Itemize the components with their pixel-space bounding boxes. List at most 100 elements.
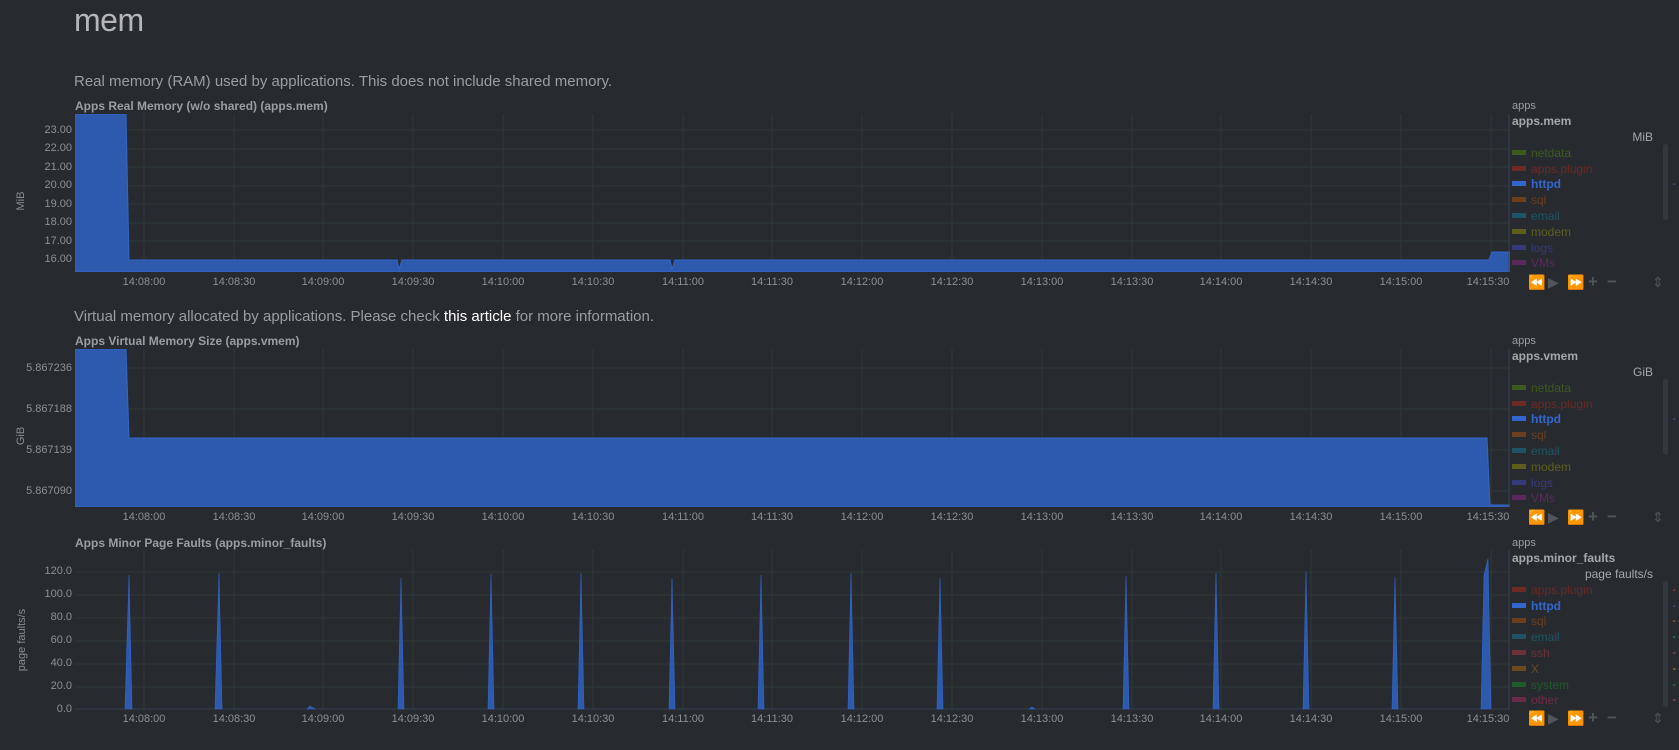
legend-item-sql[interactable]: sql - [1512,613,1676,629]
y-tick: 5.867139 [26,444,72,456]
rewind-icon[interactable]: ⏪ [1528,710,1546,726]
x-tick: 14:09:00 [301,713,345,725]
legend-item-email[interactable]: email [1512,443,1662,459]
article-link[interactable]: this article [443,308,512,325]
legend-item-netdata[interactable]: netdata [1512,145,1662,161]
zoom-in-icon[interactable]: + [1588,708,1598,727]
legend-scrollbar[interactable] [1663,581,1668,707]
y-tick: 20.0 [50,680,72,692]
fast-forward-icon[interactable]: ⏩ [1567,710,1585,726]
chart-legend: apps apps.minor_faults page faults/s app… [1511,537,1679,717]
color-swatch [1512,150,1526,156]
legend-label: system [1531,678,1570,692]
x-tick: 14:15:30 [1466,713,1510,725]
y-tick: 5.867090 [26,485,72,497]
color-swatch [1512,682,1526,688]
legend-units: page faults/s [1584,567,1653,581]
x-tick: 14:08:00 [122,276,166,288]
x-tick: 14:13:30 [1110,713,1154,725]
x-tick: 14:08:30 [212,511,256,523]
play-icon[interactable]: ▶ [1548,710,1559,726]
legend-item-logs[interactable]: logs [1512,475,1662,491]
color-swatch [1512,245,1526,251]
legend-item-system[interactable]: system - [1512,677,1676,693]
color-swatch [1512,697,1526,703]
legend-scrollbar[interactable] [1663,379,1668,455]
legend-item-httpd[interactable]: httpd - [1512,598,1676,614]
x-tick: 14:11:30 [750,511,793,523]
legend-item-apps-plugin[interactable]: apps.plugin [1512,161,1662,177]
x-tick: 14:12:30 [930,511,974,523]
x-tick: 14:12:30 [930,713,974,725]
description-text: for more information. [511,308,655,325]
x-tick: 14:13:00 [1020,511,1064,523]
y-tick: 19.00 [44,198,72,210]
legend-item-sql[interactable]: sql [1512,192,1662,208]
legend-item-x[interactable]: X- [1512,661,1676,677]
color-swatch [1512,587,1526,593]
zoom-out-icon[interactable]: − [1607,272,1617,291]
legend-label: apps.plugin [1531,162,1593,176]
zoom-out-icon[interactable]: − [1607,507,1617,526]
rewind-icon[interactable]: ⏪ [1528,274,1546,290]
color-swatch [1512,666,1526,672]
legend-item-httpd[interactable]: httpd - [1512,411,1676,427]
x-tick: 14:15:30 [1466,276,1510,288]
zoom-out-icon[interactable]: − [1607,708,1617,727]
x-tick: 14:13:30 [1110,511,1154,523]
rewind-icon[interactable]: ⏪ [1528,509,1546,525]
plot-area[interactable] [75,349,1510,507]
y-tick: 100.0 [44,588,72,600]
legend-item-apps-plugin[interactable]: apps.plugin [1512,396,1662,412]
y-tick: 5.867236 [26,362,72,374]
x-tick: 14:14:00 [1199,511,1243,523]
legend-item-ssh[interactable]: ssh - [1512,645,1676,661]
legend-item-other[interactable]: other - [1512,692,1676,708]
plot-area[interactable] [75,550,1510,710]
legend-value: - [1672,178,1676,190]
color-swatch [1512,618,1526,624]
page-title: mem [74,2,144,38]
legend-item-modem[interactable]: modem [1512,224,1662,240]
x-tick: 14:12:00 [840,511,884,523]
legend-item-vms[interactable]: VMs [1512,490,1662,506]
legend-item-modem[interactable]: modem [1512,459,1662,475]
legend-label: VMs [1531,256,1555,270]
fast-forward-icon[interactable]: ⏩ [1567,274,1585,290]
y-tick: 17.00 [44,235,72,247]
resize-handle-icon[interactable]: ⇕ [1652,274,1664,290]
legend-item-apps-plugin[interactable]: apps.plugin - [1512,582,1676,598]
play-icon[interactable]: ▶ [1548,274,1559,290]
resize-handle-icon[interactable]: ⇕ [1652,710,1664,726]
legend-item-email[interactable]: email - [1512,629,1676,645]
legend-label: logs [1531,241,1554,255]
color-swatch [1512,495,1526,501]
zoom-in-icon[interactable]: + [1588,507,1598,526]
legend-label: other [1531,693,1559,707]
plot-area[interactable] [75,114,1510,272]
legend-label: apps.plugin [1531,397,1593,411]
legend-value: - [1672,584,1676,596]
x-tick: 14:15:30 [1466,511,1510,523]
legend-item-sql[interactable]: sql [1512,427,1662,443]
chart-legend: apps apps.mem MiB netdata apps.plugin ht… [1511,100,1679,280]
x-tick: 14:09:30 [391,276,435,288]
legend-item-vms[interactable]: VMs [1512,255,1662,271]
color-swatch [1512,480,1526,486]
y-tick: 5.867188 [26,403,72,415]
legend-label: sql [1531,614,1547,628]
legend-item-httpd[interactable]: httpd - [1512,176,1676,192]
y-tick: 16.00 [44,253,72,265]
legend-scrollbar[interactable] [1663,144,1668,220]
fast-forward-icon[interactable]: ⏩ [1567,509,1585,525]
legend-item-logs[interactable]: logs [1512,240,1662,256]
play-icon[interactable]: ▶ [1548,509,1559,525]
resize-handle-icon[interactable]: ⇕ [1652,509,1664,525]
legend-item-netdata[interactable]: netdata [1512,380,1662,396]
x-tick: 14:11:30 [750,276,793,288]
legend-item-email[interactable]: email [1512,208,1662,224]
legend-label: X [1531,662,1540,676]
color-swatch [1512,432,1526,438]
description-text: Virtual memory allocated by applications… [74,308,444,325]
zoom-in-icon[interactable]: + [1588,272,1598,291]
